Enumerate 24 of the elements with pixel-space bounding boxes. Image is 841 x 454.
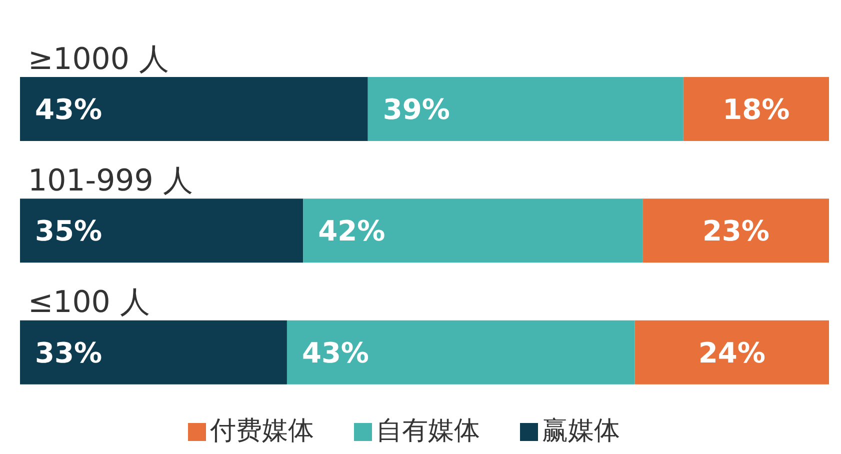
- bar: [20, 77, 368, 141]
- bar: [368, 77, 684, 141]
- data-label: 42%: [318, 214, 386, 248]
- data-label: 33%: [35, 336, 102, 370]
- bar: [20, 198, 304, 263]
- data-label: 35%: [35, 214, 102, 248]
- legend-label: 付费媒体: [210, 416, 314, 446]
- y-tick-label: ≥1000 人: [28, 42, 170, 77]
- legend-label: 自有媒体: [376, 416, 480, 446]
- legend-label: 赢媒体: [542, 416, 620, 446]
- bar: [20, 320, 287, 384]
- bar: [286, 320, 635, 384]
- data-label: 24%: [698, 336, 766, 370]
- data-label: 43%: [35, 93, 102, 126]
- data-label: 39%: [382, 93, 450, 126]
- data-label: 18%: [722, 93, 790, 126]
- y-tick-label: 101-999 人: [28, 164, 193, 198]
- data-label: 43%: [302, 336, 369, 370]
- bar: [642, 198, 829, 263]
- bar: [683, 77, 829, 141]
- data-label: 23%: [702, 214, 770, 248]
- y-tick-label: ≤100 人: [28, 285, 150, 320]
- bar: [303, 198, 643, 263]
- bar: [634, 320, 829, 384]
